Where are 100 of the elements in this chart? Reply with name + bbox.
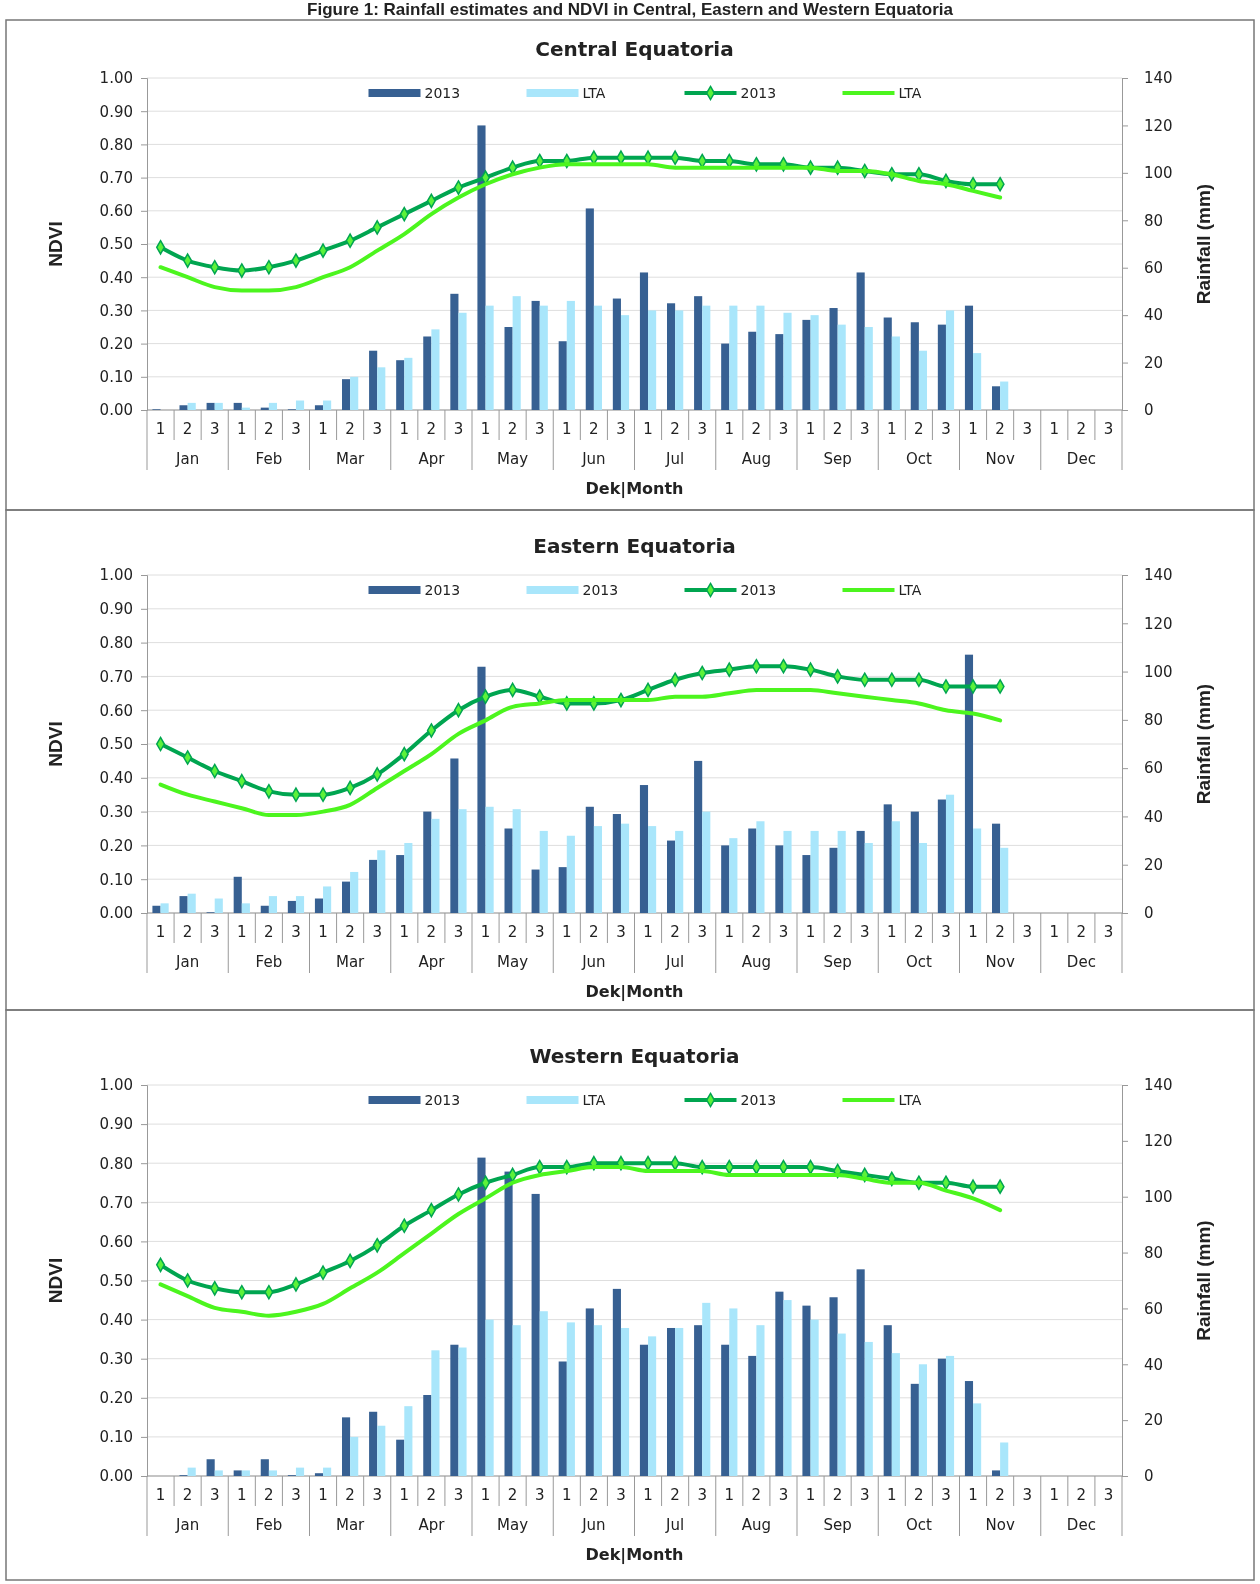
x-tick-label: 1 [318, 923, 328, 941]
y2-tick-label: 100 [1144, 164, 1173, 183]
chart-title: Eastern Equatoria [533, 534, 736, 558]
legend-label: 2013 [740, 85, 777, 101]
x-tick-label: 3 [453, 1486, 464, 1504]
x-tick-label: 3 [616, 923, 626, 941]
text: Jan [175, 450, 200, 468]
y-tick-label: 0.20 [99, 1389, 133, 1408]
y2-tick-label: 20 [1144, 353, 1164, 372]
x-tick-label: 2 [832, 1486, 843, 1504]
x-tick-label: 1 [399, 420, 410, 438]
legend-label: 2013 [582, 582, 619, 598]
y-axis-title: NDVI [45, 1257, 66, 1304]
chart-title: Western Equatoria [529, 1044, 740, 1068]
y-tick-label: 0.40 [99, 268, 133, 287]
text: Nov [985, 450, 1015, 468]
y2-tick-label: 40 [1144, 1355, 1164, 1374]
legend-label: 2013 [424, 85, 461, 101]
x-tick-label: 3 [778, 923, 789, 941]
x-tick-label: 1 [968, 923, 978, 941]
x-tick-label: 2 [1076, 420, 1087, 438]
text: Jun [581, 450, 606, 468]
y-tick-label: 0.90 [99, 102, 133, 121]
x-tick-label: 3 [616, 420, 626, 438]
x-tick-label: 2 [914, 420, 924, 438]
x-tick-label: 3 [372, 1486, 382, 1504]
x-tick-label: 2 [264, 420, 274, 438]
x-tick-label: 3 [372, 923, 382, 941]
x-tick-label: 3 [209, 923, 220, 941]
x-tick-label: 1 [480, 923, 491, 941]
x-tick-label: 3 [1103, 420, 1114, 438]
x-tick-label: 1 [237, 1486, 247, 1504]
text: Mar [335, 953, 366, 971]
y-tick-label: 0.80 [99, 633, 133, 652]
y-tick-label: 0.70 [99, 667, 133, 686]
x-tick-label: 2 [670, 1486, 680, 1504]
x-tick-label: 1 [318, 1486, 328, 1504]
y2-tick-label: 40 [1144, 807, 1164, 826]
y-tick-label: 1.00 [99, 69, 133, 88]
x-tick-label: 3 [291, 923, 301, 941]
x-tick-label: 2 [670, 420, 680, 438]
x-tick-label: 2 [995, 923, 1005, 941]
x-axis-title: Dek|Month [585, 982, 684, 1002]
x-tick-label: 3 [209, 1486, 220, 1504]
x-tick-label: 1 [887, 1486, 897, 1504]
x-tick-label: 1 [480, 1486, 491, 1504]
x-tick-label: 2 [426, 923, 437, 941]
x-tick-label: 2 [914, 1486, 924, 1504]
x-tick-label: 2 [995, 420, 1005, 438]
x-tick-label: 1 [155, 1486, 166, 1504]
y2-tick-label: 60 [1144, 759, 1164, 778]
y2-tick-label: 40 [1144, 306, 1164, 325]
y2-tick-label: 100 [1144, 662, 1173, 681]
x-tick-label: 1 [399, 1486, 410, 1504]
text: May [497, 450, 529, 468]
text: Figure 1: Rainfall estimates and NDVI in Central, Eastern and Western Equatoria [307, 0, 954, 19]
text: Nov [985, 1516, 1015, 1534]
x-tick-label: 1 [1049, 923, 1060, 941]
text: Mar [335, 450, 366, 468]
y-tick-label: 0.10 [99, 870, 133, 889]
y2-tick-label: 20 [1144, 1411, 1164, 1430]
text: Dec [1066, 1516, 1096, 1534]
x-tick-label: 2 [182, 923, 193, 941]
x-tick-label: 2 [589, 420, 599, 438]
y2-tick-label: 60 [1144, 259, 1164, 278]
x-tick-label: 1 [724, 1486, 735, 1504]
y-tick-label: 0.00 [99, 1467, 133, 1486]
x-tick-label: 1 [724, 923, 735, 941]
text: Jul [665, 450, 685, 468]
y-tick-label: 0.30 [99, 1350, 133, 1368]
y2-tick-label: 100 [1144, 1188, 1173, 1207]
y-axis-title: NDVI [45, 721, 66, 767]
x-tick-label: 1 [562, 1486, 572, 1504]
y2-tick-label: 120 [1144, 614, 1173, 633]
text: Sep [823, 953, 852, 971]
x-tick-label: 2 [182, 420, 193, 438]
x-tick-label: 1 [805, 1486, 816, 1504]
text: Feb [255, 450, 283, 468]
x-tick-label: 2 [345, 923, 355, 941]
x-tick-label: 2 [426, 420, 437, 438]
x-tick-label: 1 [968, 420, 978, 438]
legend-label: 2013 [424, 582, 461, 598]
x-tick-label: 1 [805, 923, 816, 941]
x-tick-label: 3 [697, 420, 707, 438]
y2-tick-label: 140 [1144, 1076, 1173, 1095]
x-tick-label: 3 [859, 420, 870, 438]
text: Jul [665, 953, 685, 971]
y2-tick-label: 80 [1144, 211, 1164, 230]
text: Dec [1066, 953, 1096, 971]
x-tick-label: 2 [182, 1486, 193, 1504]
x-tick-label: 3 [209, 420, 220, 438]
x-tick-label: 3 [941, 923, 951, 941]
legend-label: 2013 [424, 1092, 461, 1108]
y-tick-label: 0.80 [99, 1154, 133, 1173]
x-tick-label: 3 [859, 923, 870, 941]
x-tick-label: 1 [643, 923, 653, 941]
x-tick-label: 3 [616, 1486, 626, 1504]
x-tick-label: 1 [562, 420, 572, 438]
x-tick-label: 1 [1049, 420, 1060, 438]
x-tick-label: 3 [291, 1486, 301, 1504]
